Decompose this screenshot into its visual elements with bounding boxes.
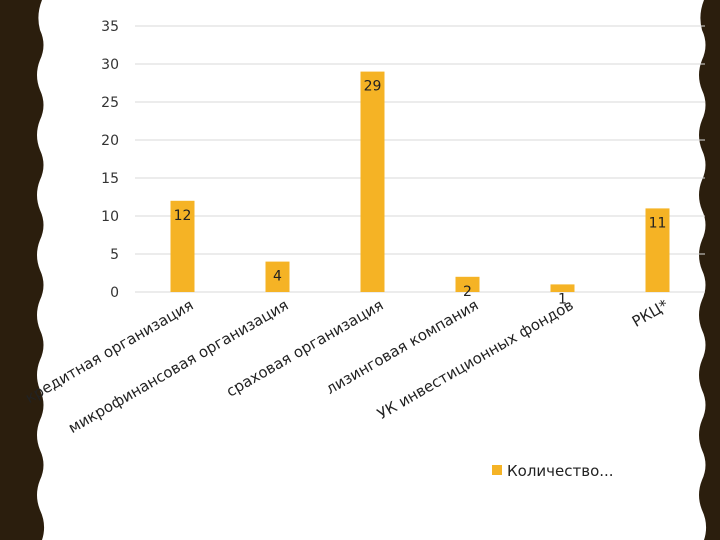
y-tick-label: 20 — [101, 133, 119, 149]
bar — [645, 208, 670, 292]
y-tick-label: 5 — [110, 247, 119, 263]
bar — [360, 71, 385, 292]
bar — [455, 276, 480, 292]
bar — [550, 284, 575, 292]
y-tick-label: 15 — [101, 171, 119, 187]
data-label: 2 — [463, 284, 472, 300]
legend: Количество... — [492, 462, 614, 480]
data-label: 11 — [649, 215, 667, 231]
data-label: 29 — [364, 79, 382, 95]
data-label: 1 — [558, 291, 567, 307]
y-tick-label: 35 — [101, 19, 119, 35]
legend-swatch — [492, 465, 502, 475]
y-tick-label: 10 — [101, 209, 119, 225]
y-tick-label: 30 — [101, 57, 119, 73]
right-decorative-frame — [699, 0, 720, 540]
left-decorative-frame — [0, 0, 45, 540]
bar — [265, 261, 290, 292]
y-tick-label: 25 — [101, 95, 119, 111]
data-label: 12 — [174, 208, 192, 224]
bar — [170, 200, 195, 292]
legend-label: Количество... — [507, 462, 614, 480]
data-label: 4 — [273, 269, 282, 285]
y-tick-label: 0 — [110, 285, 119, 301]
